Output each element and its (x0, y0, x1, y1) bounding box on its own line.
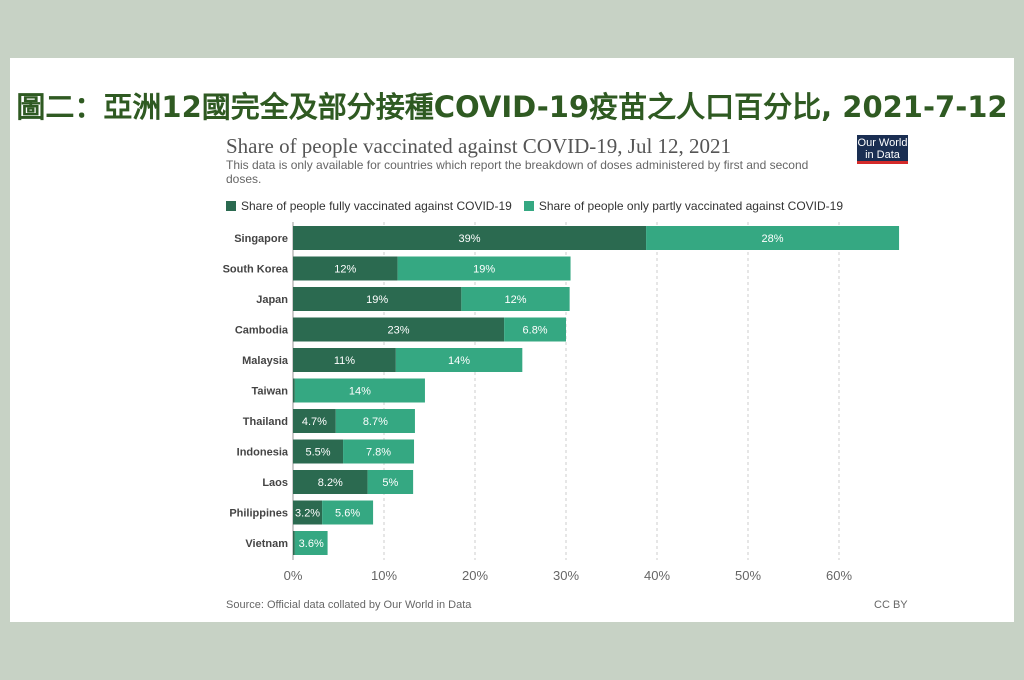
data-label: 12% (334, 264, 356, 276)
data-label: 5% (382, 477, 398, 489)
category-label: Cambodia (235, 325, 289, 337)
x-tick-label: 30% (553, 568, 579, 583)
bar-full[interactable] (293, 470, 368, 494)
bar-partial[interactable] (646, 226, 900, 250)
bar-full[interactable] (293, 531, 295, 555)
data-label: 6.8% (523, 325, 548, 337)
data-label: 28% (762, 233, 784, 245)
category-label: Malaysia (242, 355, 289, 367)
bar-full[interactable] (293, 348, 396, 372)
data-label: 5.5% (305, 447, 330, 459)
bar-full[interactable] (293, 256, 398, 281)
category-label: Laos (262, 477, 288, 489)
category-label: Singapore (234, 233, 288, 245)
legend-label: Share of people fully vaccinated against… (241, 199, 512, 213)
data-label: 19% (366, 294, 388, 306)
x-tick-label: 10% (371, 568, 397, 583)
bar-full[interactable] (293, 287, 462, 311)
bar-full[interactable] (293, 226, 647, 250)
page-heading: 圖二：亞洲12國完全及部分接種COVID-19疫苗之人口百分比, 2021-7-… (16, 90, 1008, 124)
legend: Share of people fully vaccinated against… (226, 199, 843, 213)
source-note: Source: Official data collated by Our Wo… (226, 599, 472, 611)
category-label: Vietnam (245, 538, 288, 550)
bar-full[interactable] (293, 500, 323, 525)
owid-logo[interactable]: Our World in Data (857, 135, 908, 164)
data-label: 3.6% (299, 538, 324, 550)
bar-partial[interactable] (504, 317, 566, 342)
bar-full[interactable] (293, 409, 336, 433)
x-tick-label: 60% (826, 568, 852, 583)
bar-full[interactable] (293, 378, 295, 403)
data-label: 3.2% (295, 508, 320, 520)
data-label: 39% (459, 233, 481, 245)
data-label: 14% (448, 355, 470, 367)
data-label: 23% (388, 325, 410, 337)
data-label: 19% (473, 264, 495, 276)
data-label: 12% (504, 294, 526, 306)
data-label: 8.7% (363, 416, 388, 428)
category-label: Philippines (229, 508, 288, 520)
data-label: 5.6% (335, 508, 360, 520)
data-label: 14% (349, 386, 371, 398)
bar-partial[interactable] (395, 348, 523, 372)
bar-partial[interactable] (294, 531, 328, 555)
category-label: Thailand (243, 416, 288, 428)
bar-full[interactable] (293, 317, 505, 342)
chart-subtitle: This data is only available for countrie… (226, 158, 809, 186)
legend-item-full[interactable]: Share of people fully vaccinated against… (226, 199, 512, 213)
bar-partial[interactable] (397, 256, 571, 281)
bar-partial[interactable] (343, 439, 415, 464)
legend-item-partial[interactable]: Share of people only partly vaccinated a… (523, 199, 843, 213)
bar-partial[interactable] (367, 470, 414, 494)
category-label: Japan (256, 294, 288, 306)
category-label: Taiwan (252, 386, 289, 398)
data-label: 8.2% (318, 477, 343, 489)
data-label: 11% (334, 355, 355, 367)
bar-full[interactable] (293, 439, 344, 464)
category-label: Indonesia (237, 447, 289, 459)
category-label: South Korea (223, 264, 289, 276)
data-label: 7.8% (366, 447, 391, 459)
x-tick-label: 0% (284, 568, 303, 583)
legend-label: Share of people only partly vaccinated a… (538, 199, 843, 213)
bar-partial[interactable] (461, 287, 570, 311)
bar-partial[interactable] (294, 378, 425, 403)
chart-title: Share of people vaccinated against COVID… (226, 134, 732, 158)
x-tick-label: 50% (735, 568, 761, 583)
license[interactable]: CC BY (874, 599, 908, 611)
bar-partial[interactable] (335, 409, 415, 433)
x-tick-label: 20% (462, 568, 488, 583)
x-tick-label: 40% (644, 568, 670, 583)
bar-partial[interactable] (322, 500, 374, 525)
data-label: 4.7% (302, 416, 327, 428)
